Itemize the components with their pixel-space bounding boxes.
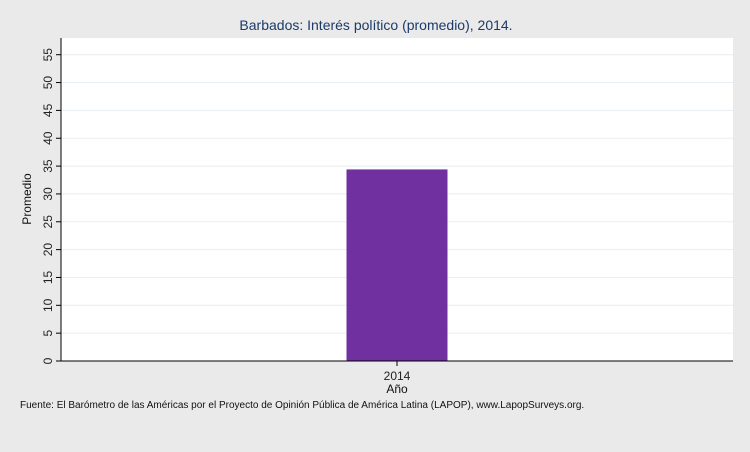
y-tick-label: 10: [41, 298, 55, 312]
y-tick-label: 5: [41, 329, 55, 336]
y-tick-label: 30: [41, 187, 55, 201]
x-axis-ticks: 2014: [384, 361, 411, 383]
y-tick-label: 15: [41, 270, 55, 284]
y-tick-label: 0: [41, 357, 55, 364]
y-tick-label: 25: [41, 215, 55, 229]
source-note: Fuente: El Barómetro de las Américas por…: [20, 400, 585, 411]
y-tick-label: 40: [41, 131, 55, 145]
chart-title: Barbados: Interés político (promedio), 2…: [239, 17, 512, 33]
y-tick-label: 35: [41, 159, 55, 173]
y-tick-label: 55: [41, 48, 55, 62]
y-tick-label: 50: [41, 76, 55, 90]
x-axis-title: Año: [386, 382, 408, 396]
y-axis-ticks: 0 5 10 15 20 25 30 35 40 45 50 55: [41, 48, 61, 364]
y-tick-label: 45: [41, 103, 55, 117]
bar-2014: [346, 169, 448, 361]
x-tick-label: 2014: [384, 369, 411, 383]
y-axis-title: Promedio: [20, 173, 34, 225]
y-tick-label: 20: [41, 243, 55, 257]
bars: [346, 169, 448, 361]
